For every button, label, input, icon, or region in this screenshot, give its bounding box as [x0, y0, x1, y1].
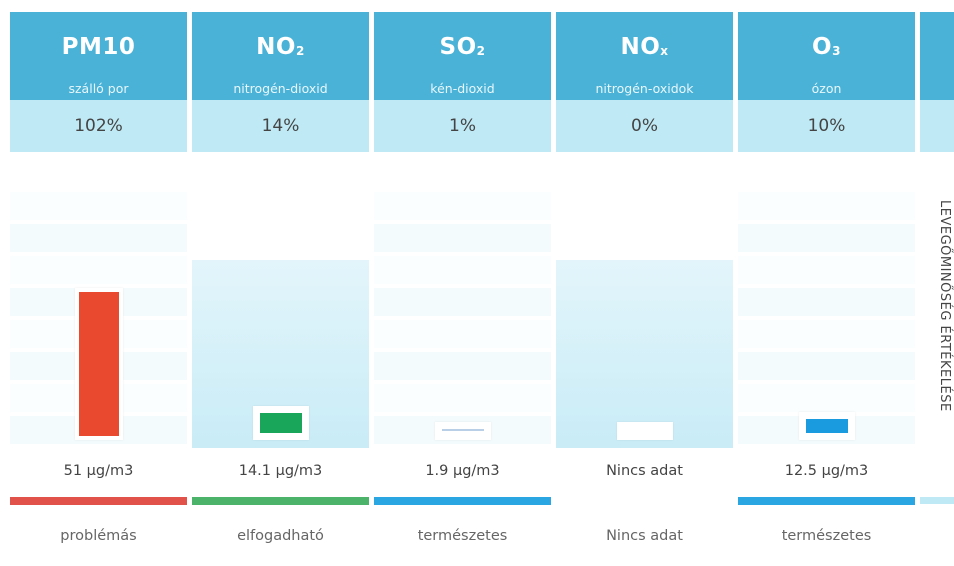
- pollutant-symbol: NOx: [620, 34, 669, 60]
- chart-band: [10, 224, 187, 252]
- status-label: Nincs adat: [606, 528, 683, 544]
- value-bar: [441, 429, 484, 431]
- chart-band: [738, 192, 915, 220]
- pollutant-name: kén-dioxid: [430, 81, 495, 96]
- chart-band: [374, 224, 551, 252]
- status-bar: [556, 497, 733, 505]
- bar-area: [738, 152, 915, 448]
- status-label: természetes: [781, 528, 872, 544]
- pollutant-column: NOx nitrogén-oxidok 0% Nincs adat Nincs …: [556, 12, 733, 566]
- percent-value: 10%: [738, 100, 915, 152]
- chart-band: [738, 224, 915, 252]
- concentration-value: 1.9 µg/m3: [374, 448, 551, 494]
- percent-value: 14%: [192, 100, 369, 152]
- next-column-header-edge: [920, 12, 954, 100]
- chart-band: [10, 192, 187, 220]
- pollutant-symbol: NO2: [256, 34, 305, 60]
- pollutant-column: O3 ózon 10% 12.5 µg/m3 természetes: [738, 12, 915, 566]
- chart-band: [374, 256, 551, 284]
- pollutant-symbol: O3: [812, 34, 841, 60]
- pollutant-header: PM10 szálló por: [10, 12, 187, 100]
- bar-area: [556, 152, 733, 448]
- chart-band: [738, 384, 915, 412]
- pollutant-column: NO2 nitrogén-dioxid 14% 14.1 µg/m3 elfog…: [192, 12, 369, 566]
- pollutant-name: nitrogén-dioxid: [233, 81, 328, 96]
- status-label: természetes: [417, 528, 508, 544]
- chart-band: [738, 256, 915, 284]
- percent-value: 1%: [374, 100, 551, 152]
- pollutant-column: PM10 szálló por 102% 51 µg/m3 problémás: [10, 12, 187, 566]
- value-bar: [78, 292, 119, 436]
- chart-band: [738, 320, 915, 348]
- chart-band: [374, 384, 551, 412]
- pollutant-header: SO2 kén-dioxid: [374, 12, 551, 100]
- value-bar: [805, 419, 848, 433]
- pollutant-header: NO2 nitrogén-dioxid: [192, 12, 369, 100]
- next-column-percent-edge: [920, 100, 954, 152]
- bar-area: [374, 152, 551, 448]
- chart-band: [10, 256, 187, 284]
- chart-shade: [556, 260, 733, 448]
- value-bar: [259, 413, 302, 433]
- concentration-value: Nincs adat: [556, 448, 733, 494]
- percent-value: 102%: [10, 100, 187, 152]
- next-column-status-edge: [920, 497, 954, 504]
- status-bar: [738, 497, 915, 505]
- status-label: elfogadható: [237, 528, 324, 544]
- chart-band: [374, 352, 551, 380]
- bar-frame: [434, 422, 491, 440]
- pollutant-symbol: SO2: [439, 34, 486, 60]
- percent-value: 0%: [556, 100, 733, 152]
- pollutant-header: NOx nitrogén-oxidok: [556, 12, 733, 100]
- status-bar: [374, 497, 551, 505]
- chart-band: [374, 320, 551, 348]
- concentration-value: 14.1 µg/m3: [192, 448, 369, 494]
- pollutant-name: szálló por: [68, 81, 129, 96]
- pollutant-name: nitrogén-oxidok: [595, 81, 694, 96]
- pollutant-column: SO2 kén-dioxid 1% 1.9 µg/m3 természetes: [374, 12, 551, 566]
- value-bar: [623, 429, 666, 433]
- status-label: problémás: [60, 528, 137, 544]
- chart-band: [738, 352, 915, 380]
- pollutant-header: O3 ózon: [738, 12, 915, 100]
- pollutant-symbol: PM10: [61, 34, 136, 60]
- pollutant-name: ózon: [811, 81, 842, 96]
- concentration-value: 12.5 µg/m3: [738, 448, 915, 494]
- status-bar: [10, 497, 187, 505]
- side-label: LEVEGŐMINŐSÉG ÉRTÉKELÉSE: [937, 200, 952, 412]
- chart-band: [374, 288, 551, 316]
- chart-band: [738, 288, 915, 316]
- chart-band: [374, 192, 551, 220]
- bar-area: [192, 152, 369, 448]
- pollutant-columns: PM10 szálló por 102% 51 µg/m3 problémás …: [10, 12, 954, 566]
- concentration-value: 51 µg/m3: [10, 448, 187, 494]
- bar-area: [10, 152, 187, 448]
- status-bar: [192, 497, 369, 505]
